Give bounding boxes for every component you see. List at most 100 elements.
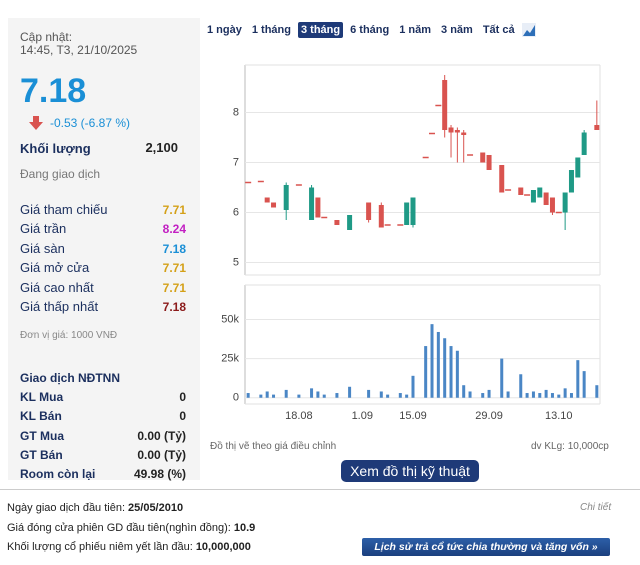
candle-body: [543, 192, 549, 205]
footer-line: Khối lượng cổ phiếu niêm yết lần đầu: 10,…: [7, 541, 251, 553]
row-value: 7.71: [162, 261, 186, 276]
x-tick-label: 29.09: [475, 410, 503, 422]
candle-body: [366, 202, 372, 220]
candle-body: [448, 127, 454, 133]
row-label: Giá cao nhất: [20, 279, 94, 295]
row-value: 7.71: [162, 280, 186, 295]
volume-bar: [284, 389, 288, 398]
y-tick-label: 8: [233, 106, 239, 118]
volume-bar: [544, 389, 548, 398]
candle-body: [404, 202, 410, 225]
volume-bar: [348, 386, 352, 398]
footer-label: Ngày giao dịch đầu tiên:: [7, 502, 126, 514]
y-tick-label: 25k: [221, 352, 239, 364]
range-button[interactable]: Tất cả: [482, 24, 515, 36]
detail-link[interactable]: Chi tiết: [580, 502, 612, 513]
volume-label: Khối lượng: [20, 141, 91, 156]
volume-bar: [576, 360, 580, 398]
candle-body: [271, 202, 277, 208]
last-price: 7.18: [20, 72, 87, 110]
footer-line: Ngày giao dịch đầu tiên: 25/05/2010: [7, 502, 183, 514]
row-value: 0.00 (Tỷ): [137, 428, 186, 443]
range-button[interactable]: 3 năm: [441, 24, 473, 36]
row-label: Room còn lại: [20, 467, 96, 482]
candle-body: [486, 155, 492, 170]
x-tick-label: 1.09: [352, 410, 373, 422]
footer-label: Khối lượng cổ phiếu niêm yết lần đầu:: [7, 541, 193, 553]
row-label: GT Mua: [20, 428, 64, 443]
volume-bar: [582, 371, 586, 398]
footer-line: Giá đóng cửa phiên GD đầu tiên(nghìn đồn…: [7, 522, 255, 534]
row-value: 8.24: [162, 222, 186, 237]
candle-body: [575, 157, 581, 178]
tech-chart-button[interactable]: Xem đồ thị kỹ thuật: [341, 460, 479, 482]
y-tick-label: 7: [233, 156, 239, 168]
chart: 5 6 7 8 0 25k 50k 18.08 1.09 15.09 29.09 13.10: [221, 64, 601, 422]
row-value: 7.18: [162, 241, 186, 256]
volume-bar: [481, 393, 485, 398]
down-arrow: [29, 116, 43, 130]
row-value: 0.00 (Tỷ): [137, 447, 186, 462]
range-button[interactable]: 6 tháng: [350, 24, 390, 36]
volume-bar: [430, 324, 434, 398]
candle-body: [315, 197, 321, 218]
range-button[interactable]: 1 tháng: [251, 24, 291, 36]
row-label: Giá thấp nhất: [20, 299, 99, 314]
volume-bar: [443, 338, 447, 398]
volume-bar: [550, 393, 554, 398]
update-label: Cập nhật:: [20, 30, 73, 44]
volume-bar: [557, 394, 561, 398]
volume-bar: [246, 393, 250, 398]
volume-bar: [525, 393, 529, 398]
candle-body: [347, 215, 353, 230]
volume-value: 2,100: [145, 140, 178, 155]
candle-body: [530, 190, 536, 203]
x-tick-label: 13.10: [545, 410, 573, 422]
summary-panel: [8, 18, 200, 480]
volume-bar: [265, 391, 269, 398]
footer-value: 10,000,000: [195, 541, 251, 553]
volume-bar: [519, 374, 523, 398]
volume-bar: [506, 391, 510, 398]
row-value: 0: [179, 409, 186, 424]
candle-body: [461, 132, 467, 135]
volume-bar: [531, 391, 535, 398]
chart-icon[interactable]: [521, 23, 536, 37]
y-tick-label: 5: [233, 256, 239, 268]
candle-body: [264, 197, 270, 203]
range-button[interactable]: 3 tháng: [297, 22, 344, 38]
x-tick-label: 15.09: [399, 410, 427, 422]
candle-body: [454, 130, 460, 133]
dividend-history-button[interactable]: Lịch sử trả cổ tức chia thường và tăng v…: [362, 538, 610, 556]
range-button[interactable]: 1 ngày: [207, 24, 242, 36]
volume-bar: [449, 346, 453, 398]
range-button[interactable]: 1 năm: [399, 24, 432, 36]
row-label: Giá sàn: [20, 240, 65, 256]
volume-bar: [569, 393, 573, 398]
price-change: -0.53 (-6.87 %): [50, 116, 131, 130]
candle-body: [537, 187, 543, 198]
volume-bar: [468, 391, 472, 398]
candle-body: [562, 192, 568, 213]
candle-body: [581, 132, 587, 155]
volume-bar: [595, 385, 599, 398]
volume-bar: [455, 350, 459, 398]
y-tick-label: 50k: [221, 313, 239, 325]
row-value: 0: [179, 390, 186, 404]
footer-label: Giá đóng cửa phiên GD đầu tiên(nghìn đồn…: [7, 521, 231, 534]
candle-body: [442, 80, 448, 130]
volume-bar: [538, 393, 542, 398]
candle-body: [480, 152, 486, 163]
volume-bar: [487, 389, 491, 398]
volume-bar: [310, 388, 314, 398]
row-value: 7.18: [162, 300, 186, 314]
volume-bar: [386, 394, 390, 398]
candle-body: [410, 197, 416, 225]
volume-unit-note: dv KLg: 10,000cp: [531, 441, 609, 452]
volume-bar: [500, 358, 504, 398]
volume-bar: [335, 393, 339, 398]
candle-body: [499, 165, 505, 193]
candle-body: [378, 205, 384, 228]
row-label: KL Bán: [20, 409, 62, 424]
